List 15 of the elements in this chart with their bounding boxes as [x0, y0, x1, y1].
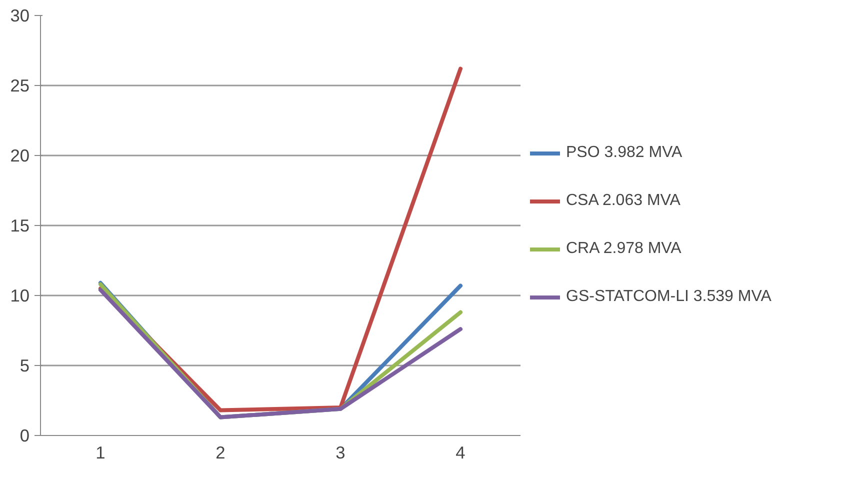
x-tick-label: 2: [216, 442, 226, 462]
y-tick-label: 25: [10, 76, 30, 96]
y-tick-label: 10: [10, 286, 30, 306]
y-tick-label: 0: [20, 426, 30, 446]
x-tick-label: 1: [96, 442, 106, 462]
y-tick-label: 15: [10, 216, 30, 236]
x-tick-label: 3: [336, 442, 346, 462]
legend-label: PSO 3.982 MVA: [566, 144, 682, 162]
legend-label: GS-STATCOM-LI 3.539 MVA: [566, 288, 772, 306]
legend-label: CRA 2.978 MVA: [566, 240, 682, 258]
legend-label: CSA 2.063 MVA: [566, 192, 680, 210]
y-tick-label: 30: [10, 6, 30, 26]
y-tick-label: 20: [10, 146, 30, 166]
x-tick-label: 4: [456, 442, 466, 462]
y-tick-label: 5: [20, 356, 30, 376]
